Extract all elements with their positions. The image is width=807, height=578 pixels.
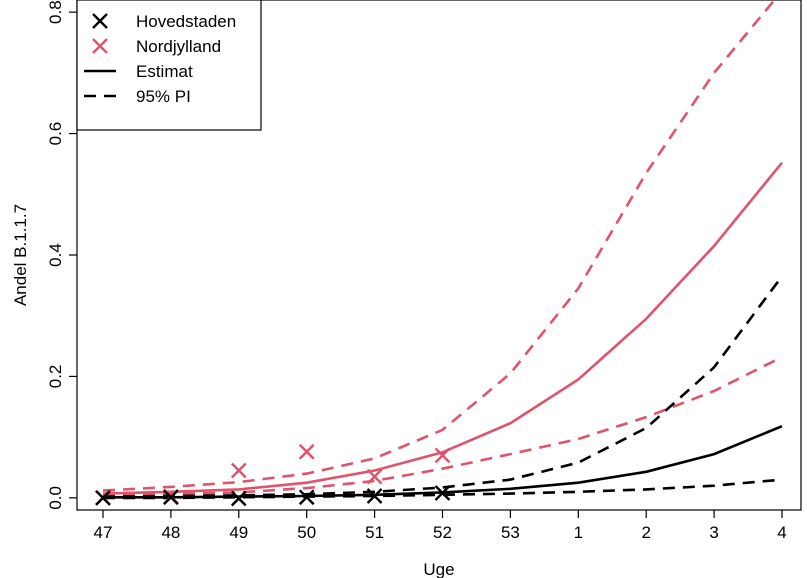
x-tick-label: 53 <box>501 523 520 542</box>
y-tick-label: 0.8 <box>46 0 65 24</box>
x-tick-label: 51 <box>365 523 384 542</box>
y-tick-label: 0.0 <box>46 486 65 510</box>
nordjylland-estimate-line <box>102 161 784 495</box>
marker-stroke <box>298 489 315 506</box>
nordjylland-observed-point <box>298 443 315 460</box>
hovedstaden-observed-point <box>230 490 247 507</box>
x-tick-label: 3 <box>709 523 718 542</box>
marker-stroke <box>92 13 108 29</box>
x-tick-label: 47 <box>94 523 113 542</box>
hovedstaden-observed-point <box>434 485 451 501</box>
hovedstaden-observed-point <box>366 488 383 504</box>
x-tick-label: 2 <box>641 523 650 542</box>
legend-label: Nordjylland <box>136 37 221 56</box>
plot-box <box>76 0 802 511</box>
x-axis-title: Uge <box>423 560 454 578</box>
x-tick-label: 4 <box>777 523 786 542</box>
legend-marker <box>92 38 108 54</box>
nordjylland-observed-point <box>434 447 451 464</box>
hovedstaden-observed-point <box>298 489 315 506</box>
hovedstaden-observed-point <box>163 489 179 506</box>
marker-stroke <box>366 468 383 485</box>
marker-stroke <box>298 443 315 460</box>
legend-box <box>76 0 262 131</box>
marker-stroke <box>163 489 179 506</box>
y-tick-label: 0.6 <box>46 122 65 146</box>
x-tick-label: 52 <box>433 523 452 542</box>
marker-stroke <box>92 38 108 54</box>
marker-stroke <box>230 490 247 507</box>
marker-stroke <box>434 485 451 501</box>
hovedstaden-estimate-line <box>103 424 783 499</box>
hovedstaden-observed-point <box>95 490 111 506</box>
legend-marker <box>92 13 108 29</box>
x-tick-label: 50 <box>297 523 316 542</box>
legend: Hovedstaden Nordjylland Estimat 95% PI <box>76 0 262 131</box>
hovedstaden-pi-upper-line <box>102 275 784 498</box>
y-tick-label: 0.2 <box>46 365 65 389</box>
x-tick-label: 1 <box>574 523 583 542</box>
legend-label: Hovedstaden <box>136 12 236 31</box>
nordjylland-observed-point <box>366 468 383 485</box>
legend-label: Estimat <box>136 62 193 81</box>
marker-stroke <box>95 490 111 506</box>
nordjylland-pi-lower-line <box>102 355 783 497</box>
y-tick-label: 0.4 <box>46 243 65 267</box>
axes-layer: 47 48 49 50 51 52 53 1 2 3 4 0.0 0.2 0.4 0.6 0.8 <box>46 0 787 542</box>
legend-label: 95% PI <box>136 87 191 106</box>
hovedstaden-pi-lower-line <box>103 478 783 500</box>
x-tick-label: 49 <box>229 523 248 542</box>
nordjylland-pi-upper-line <box>102 0 777 492</box>
marker-stroke <box>434 447 451 464</box>
series-layer <box>95 0 784 507</box>
marker-stroke <box>366 488 383 504</box>
nordjylland-observed-point <box>230 462 247 479</box>
x-tick-label: 48 <box>161 523 180 542</box>
y-axis-title: Andel B.1.1.7 <box>11 204 30 306</box>
marker-stroke <box>230 462 247 479</box>
